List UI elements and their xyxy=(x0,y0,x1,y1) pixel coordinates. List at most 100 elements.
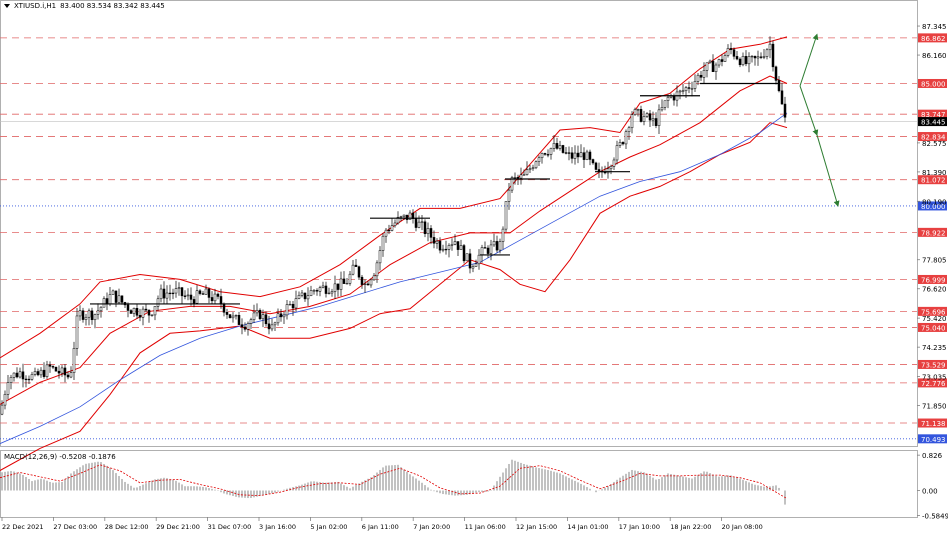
candle-body xyxy=(582,152,586,160)
level-label: 83.747 xyxy=(921,111,946,119)
candle-body xyxy=(558,145,562,149)
candle-body xyxy=(201,293,205,295)
candle-body xyxy=(228,314,232,319)
candle-body xyxy=(345,282,349,285)
candle-body xyxy=(279,313,283,318)
candle-body xyxy=(276,313,280,324)
candle-body xyxy=(444,248,448,251)
candle-body xyxy=(126,304,130,311)
bollinger-mid xyxy=(0,75,788,405)
y-tick-label: 86.160 xyxy=(922,52,947,60)
candle-body xyxy=(24,378,28,381)
candle-body xyxy=(141,308,145,318)
moving-average xyxy=(0,112,788,444)
candle-body xyxy=(93,314,97,321)
candle-body xyxy=(90,310,94,321)
candle-body xyxy=(495,241,499,251)
candle-body xyxy=(48,364,52,367)
x-tick-label: 6 Jan 11:00 xyxy=(362,523,399,531)
x-tick-label: 7 Jan 20:00 xyxy=(413,523,450,531)
candle-body xyxy=(387,229,391,232)
candle-body xyxy=(438,240,442,251)
candle-body xyxy=(288,303,292,306)
candle-body xyxy=(540,153,544,159)
candle-body xyxy=(306,295,310,300)
candle-body xyxy=(774,66,778,81)
level-label: 82.834 xyxy=(921,134,946,142)
candle-body xyxy=(159,288,163,300)
candle-body xyxy=(240,324,244,328)
dropdown-triangle-icon[interactable] xyxy=(4,4,10,8)
candle-body xyxy=(753,55,757,59)
candle-body xyxy=(585,151,589,160)
candle-body xyxy=(267,323,271,330)
sma-line xyxy=(0,112,788,444)
candle-body xyxy=(501,228,505,242)
candle-body xyxy=(402,214,406,217)
candle-body xyxy=(606,168,610,174)
candle-body xyxy=(54,366,58,372)
candle-body xyxy=(33,371,37,375)
level-label: 80.000 xyxy=(921,203,946,211)
candle-body xyxy=(435,240,439,244)
candle-body xyxy=(222,303,226,313)
y-tick-label: 80.190 xyxy=(922,198,947,206)
candle-body xyxy=(456,241,460,250)
candle-body xyxy=(381,235,385,251)
candle-body xyxy=(705,62,709,71)
candle-body xyxy=(693,81,697,89)
candle-body xyxy=(72,348,76,373)
candle-body xyxy=(672,95,676,101)
x-tick-label: 11 Jan 06:00 xyxy=(465,523,506,531)
level-label: 73.529 xyxy=(921,361,946,369)
candle-body xyxy=(711,60,715,72)
candle-body xyxy=(663,100,667,108)
level-label-bg xyxy=(918,306,947,316)
level-label-bg xyxy=(918,78,947,88)
x-tick-label: 29 Dec 21:00 xyxy=(156,523,200,531)
candle-body xyxy=(552,143,556,149)
candle-body xyxy=(171,292,175,295)
forecast-arrows xyxy=(799,33,840,207)
candle-body xyxy=(81,310,85,320)
candle-body xyxy=(210,297,214,302)
candle-body xyxy=(156,298,160,307)
candle-body xyxy=(294,298,298,309)
candle-body xyxy=(177,287,181,289)
candle-body xyxy=(255,309,259,314)
candle-body xyxy=(729,48,733,50)
candle-body xyxy=(162,288,166,299)
candle-body xyxy=(369,279,373,286)
symbol-label: XTIUSD.i,H1 xyxy=(14,2,57,10)
candle-body xyxy=(192,299,196,304)
price-axis: 87.345 86.160 82.575 81.390 80.190 77.805 76.6… xyxy=(917,23,947,411)
x-tick-label: 3 Jan 16:00 xyxy=(259,523,296,531)
candle-body xyxy=(399,216,403,218)
candle-body xyxy=(690,88,694,90)
bollinger-bands xyxy=(0,36,788,471)
candle-body xyxy=(111,290,115,295)
candle-body xyxy=(42,369,46,377)
candle-body xyxy=(114,290,118,303)
level-label-bg xyxy=(918,378,947,388)
candle-body xyxy=(354,264,358,267)
candle-body xyxy=(696,74,700,82)
candle-body xyxy=(708,60,712,63)
candle-body xyxy=(624,131,628,145)
x-tick-label: 17 Jan 10:00 xyxy=(619,523,660,531)
candle-body xyxy=(642,116,646,122)
candle-body xyxy=(18,371,22,378)
candle-body xyxy=(219,296,223,305)
level-label-bg xyxy=(918,418,947,428)
candle-body xyxy=(519,174,523,179)
candle-body xyxy=(498,241,502,251)
candle-body xyxy=(510,177,514,191)
candle-body xyxy=(489,244,493,254)
level-label-bg xyxy=(918,274,947,284)
candle-body xyxy=(105,298,109,305)
level-label-bg xyxy=(918,227,947,237)
candle-body xyxy=(393,222,397,226)
candle-body xyxy=(264,314,268,325)
candle-body xyxy=(204,288,208,295)
